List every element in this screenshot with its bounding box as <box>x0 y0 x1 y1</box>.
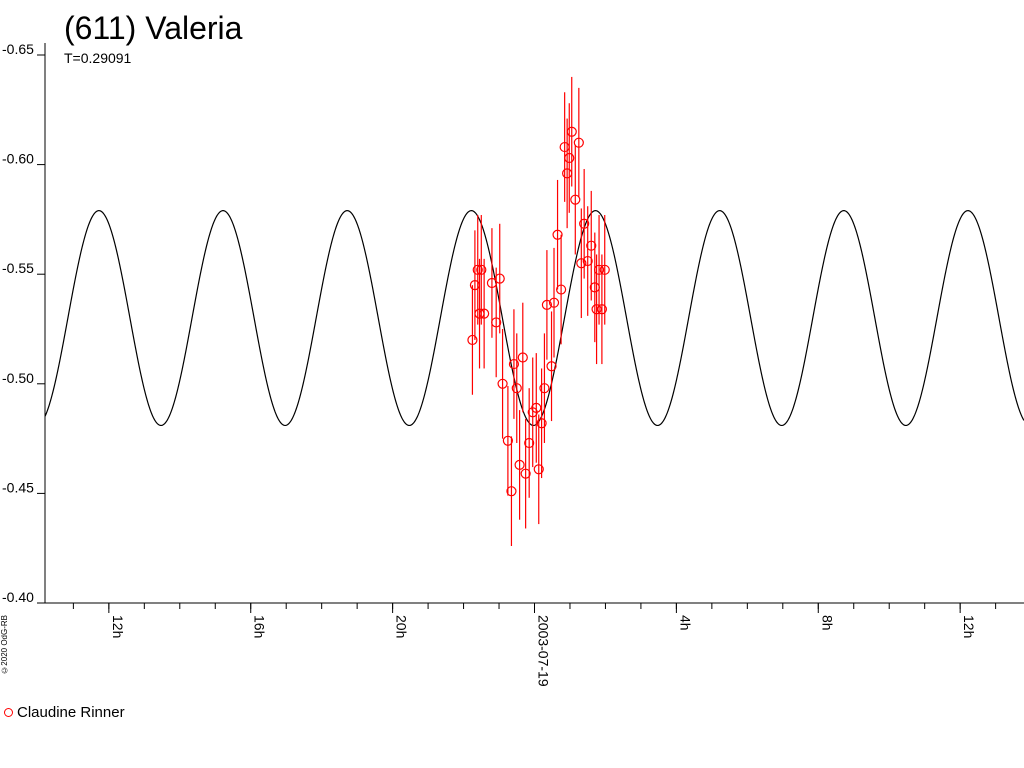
data-point <box>506 486 517 497</box>
x-tick-label: 16h <box>252 615 268 638</box>
x-tick-label: 12h <box>110 615 126 638</box>
data-point <box>514 459 525 471</box>
model-curve <box>44 210 1024 427</box>
data-point <box>491 317 502 328</box>
y-tick-label: -0.45 <box>2 479 34 495</box>
x-tick-label: 2003-07-19 <box>536 615 552 687</box>
data-point <box>573 137 584 148</box>
y-tick-label: -0.50 <box>2 370 34 386</box>
data-point <box>520 468 531 479</box>
data-point <box>548 297 560 308</box>
data-point <box>541 299 553 310</box>
data-point <box>576 258 587 269</box>
data-point <box>599 264 610 275</box>
data-point <box>479 308 490 319</box>
data-point <box>566 126 577 137</box>
data-point <box>497 378 508 389</box>
data-point <box>531 402 542 414</box>
chart-title: (611) Valeria <box>64 10 243 46</box>
data-point <box>546 361 557 372</box>
data-point <box>502 435 513 446</box>
legend-label: Claudine Rinner <box>17 704 125 721</box>
chart-subtitle: T=0.29091 <box>64 50 132 66</box>
data-point <box>564 152 575 164</box>
data-point <box>517 352 528 363</box>
data-point <box>472 264 483 275</box>
data-point <box>556 284 567 295</box>
data-point <box>536 418 547 429</box>
x-tick-label: 8h <box>819 615 835 631</box>
data-point <box>476 264 487 275</box>
data-point <box>467 334 478 346</box>
data-point <box>552 229 563 240</box>
data-point <box>593 264 605 275</box>
legend-circle-icon <box>4 708 13 717</box>
data-point <box>511 383 522 394</box>
data-point <box>494 273 505 284</box>
y-tick-label: -0.60 <box>2 151 34 167</box>
data-point <box>508 358 520 370</box>
data-point <box>591 304 602 315</box>
data-point <box>579 218 590 229</box>
data-point <box>586 240 597 251</box>
x-tick-label: 4h <box>677 615 693 631</box>
y-tick-label: -0.65 <box>2 41 34 57</box>
data-point <box>524 437 535 449</box>
data-point <box>533 464 544 475</box>
data-point <box>539 383 550 394</box>
data-point <box>582 255 593 267</box>
y-tick-label: -0.55 <box>2 260 34 276</box>
x-tick-label: 12h <box>961 615 977 638</box>
y-tick-label: -0.40 <box>2 589 34 605</box>
data-point <box>596 304 607 315</box>
data-point <box>570 194 581 205</box>
legend: Claudine Rinner <box>4 704 125 721</box>
x-tick-label: 20h <box>394 615 410 638</box>
